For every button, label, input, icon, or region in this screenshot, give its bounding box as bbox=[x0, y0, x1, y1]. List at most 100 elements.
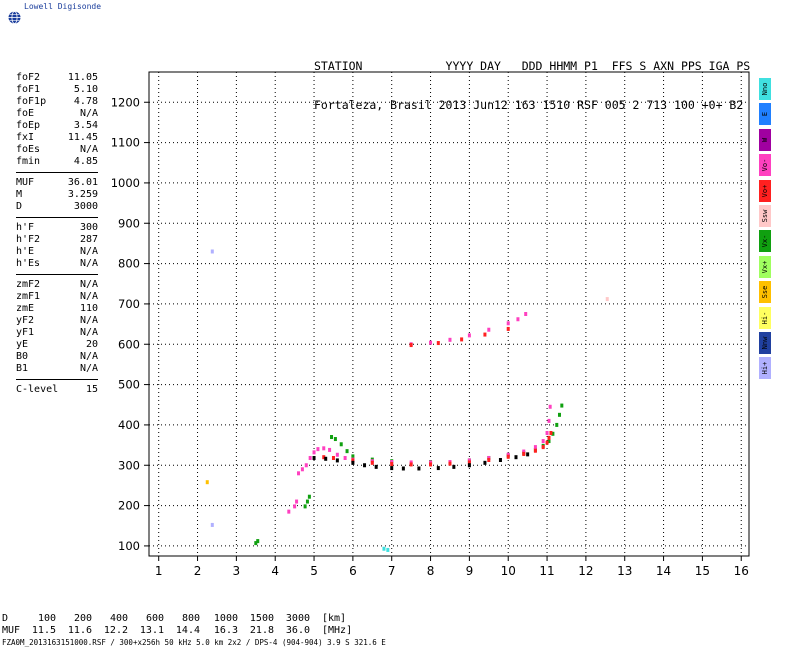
param-value: 110 bbox=[79, 303, 98, 314]
param-row: MUF 36.01 bbox=[16, 177, 98, 189]
echo-point bbox=[429, 460, 433, 465]
param-key: fmin bbox=[16, 156, 41, 167]
x-tick-label: 3 bbox=[233, 564, 241, 578]
x-tick-label: 7 bbox=[388, 564, 396, 578]
echo-point bbox=[305, 499, 309, 504]
table-cell: 16.3 bbox=[213, 625, 238, 636]
param-row: h'F2 287 bbox=[16, 234, 98, 246]
legend-label: E bbox=[761, 112, 769, 117]
param-key: yF1 bbox=[16, 327, 35, 338]
echo-point bbox=[254, 541, 258, 546]
echo-point bbox=[390, 466, 394, 471]
param-row: yF2 N/A bbox=[16, 315, 98, 327]
table-unit: [MHz] bbox=[322, 625, 353, 636]
param-value: N/A bbox=[79, 327, 98, 338]
params-group-4: C-level 15 bbox=[16, 384, 98, 396]
y-tick-label: 200 bbox=[118, 499, 140, 513]
legend-label: Nnw bbox=[761, 336, 769, 350]
header-line-1: STATION YYYY DAY DDD HHMM P1 FFS S AXN P… bbox=[314, 59, 751, 73]
legend-label: Hi- bbox=[761, 311, 769, 324]
legend-item: Ssw bbox=[759, 204, 771, 227]
table-cell: 3000 bbox=[285, 613, 310, 624]
x-tick-label: 16 bbox=[734, 564, 749, 578]
param-value: N/A bbox=[79, 363, 98, 374]
echo-point bbox=[390, 462, 394, 467]
table-cell: 12.2 bbox=[103, 625, 128, 636]
echo-point bbox=[351, 458, 355, 463]
param-key: foF1 bbox=[16, 84, 41, 95]
y-tick-label: 400 bbox=[118, 418, 140, 432]
table-cell: 200 bbox=[73, 613, 92, 624]
echo-point bbox=[448, 337, 452, 342]
table-row-label: MUF bbox=[2, 625, 21, 636]
axis-ticks: 1 2 3 4 5 6 7 8 9 10 11 12 13 14 15 1610020030040050060… bbox=[111, 95, 749, 578]
echo-point bbox=[483, 332, 487, 337]
echo-point bbox=[545, 430, 549, 435]
table-cell: 11.6 bbox=[67, 625, 92, 636]
echo-point bbox=[374, 464, 378, 469]
echo-point bbox=[467, 333, 471, 338]
params-group-3: zmF2 N/A zmF1 N/A zmE 110 yF2 N/A yF1 N/A yE 2… bbox=[16, 279, 98, 375]
echo-point bbox=[390, 460, 394, 465]
param-row: foF1 5.10 bbox=[16, 84, 98, 96]
param-value: 11.05 bbox=[67, 72, 98, 83]
legend-item: Hi+ bbox=[759, 357, 771, 380]
legend-label: Vx- bbox=[761, 235, 769, 248]
table-cell: 21.8 bbox=[249, 625, 274, 636]
x-tick-label: 9 bbox=[466, 564, 474, 578]
param-key: foEs bbox=[16, 144, 41, 155]
param-value: N/A bbox=[79, 351, 98, 362]
x-tick-label: 2 bbox=[194, 564, 202, 578]
x-tick-label: 6 bbox=[349, 564, 357, 578]
param-value: 3.259 bbox=[67, 189, 98, 200]
param-row: B0 N/A bbox=[16, 351, 98, 363]
param-row: M 3.259 bbox=[16, 189, 98, 201]
param-value: N/A bbox=[79, 246, 98, 257]
params-group-1: MUF 36.01 M 3.259 D 3000 bbox=[16, 177, 98, 213]
param-row: foEp 3.54 bbox=[16, 120, 98, 132]
x-tick-label: 8 bbox=[427, 564, 435, 578]
globe-icon bbox=[8, 11, 21, 24]
echo-point bbox=[343, 455, 347, 460]
legend-label: Vo- bbox=[761, 158, 769, 172]
legend-label: Ssw bbox=[761, 209, 769, 223]
echo-point bbox=[330, 435, 334, 440]
legend-item: Hi- bbox=[759, 306, 771, 329]
echo-traces bbox=[205, 249, 609, 552]
echo-point bbox=[467, 463, 471, 468]
echo-point bbox=[429, 340, 433, 345]
params-group-0: foF2 11.05 foF1 5.10 foF1p 4.78 foE N/A foEp… bbox=[16, 72, 98, 168]
y-tick-label: 1000 bbox=[111, 176, 140, 190]
echo-point bbox=[312, 450, 316, 455]
param-value: 3.54 bbox=[73, 120, 98, 131]
param-row: yE 20 bbox=[16, 339, 98, 351]
echo-point bbox=[429, 462, 433, 467]
echo-point bbox=[335, 458, 339, 463]
param-value: 5.10 bbox=[73, 84, 98, 95]
param-row: h'Es N/A bbox=[16, 258, 98, 270]
legend-label: Vo+ bbox=[761, 184, 769, 197]
param-key: h'F2 bbox=[16, 234, 41, 245]
param-key: B1 bbox=[16, 363, 29, 374]
echo-point bbox=[297, 471, 301, 476]
echo-point bbox=[401, 466, 405, 471]
y-tick-label: 800 bbox=[118, 257, 140, 271]
x-tick-label: 13 bbox=[617, 564, 632, 578]
echo-point bbox=[409, 343, 413, 348]
table-cell: 14.4 bbox=[175, 625, 200, 636]
echo-point bbox=[547, 439, 551, 444]
param-value: N/A bbox=[79, 108, 98, 119]
param-row: h'F 300 bbox=[16, 222, 98, 234]
echo-point bbox=[436, 466, 440, 471]
echo-point bbox=[308, 455, 312, 460]
legend-label: Sse bbox=[761, 285, 769, 299]
echo-point bbox=[409, 460, 413, 465]
table-cell: 800 bbox=[181, 613, 200, 624]
echo-point bbox=[409, 462, 413, 467]
echo-point bbox=[295, 499, 299, 504]
legend-item: W bbox=[759, 128, 771, 151]
param-row: foF2 11.05 bbox=[16, 72, 98, 84]
param-row: C-level 15 bbox=[16, 384, 98, 396]
legend-item: Nnw bbox=[759, 331, 771, 354]
